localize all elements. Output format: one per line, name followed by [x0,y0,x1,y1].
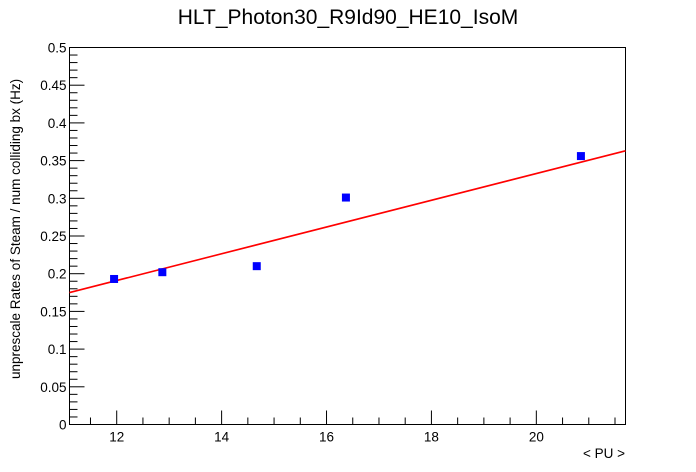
data-point [252,262,261,271]
y-tick-label: 0.5 [48,41,67,56]
y-tick-label: 0.2 [48,267,67,282]
x-tick-label: 18 [424,430,439,445]
data-point [158,268,167,277]
y-tick-label: 0.1 [48,342,67,357]
y-tick-label: 0.45 [40,78,66,93]
y-tick-label: 0.15 [40,304,66,319]
axis-ticks [69,47,616,425]
data-point [110,274,119,283]
y-tick-label: 0 [59,418,67,433]
y-tick-label: 0.05 [40,380,66,395]
x-tick-label: 14 [214,430,230,445]
y-tick-label: 0.4 [48,116,67,131]
chart-title: HLT_Photon30_R9Id90_HE10_IsoM [178,6,519,29]
fit-line-group [69,150,626,294]
x-tick-label: 16 [319,430,334,445]
x-tick-label: 12 [109,430,124,445]
data-point [341,193,350,202]
x-axis-title: < PU > [583,446,625,461]
y-tick-label: 0.25 [40,229,66,244]
y-axis-title: unprescale Rates of Steam / num collidin… [8,79,23,379]
plot-frame [69,47,626,425]
tick-labels: 0 0.05 0.1 0.15 0.2 0.25 0.3 0.35 0.4 0.45 0.5 12 14… [40,41,544,445]
data-points [110,152,585,283]
y-tick-label: 0.35 [40,154,66,169]
data-point [576,152,585,161]
x-tick-label: 20 [529,430,544,445]
fit-line [69,150,626,294]
y-tick-label: 0.3 [48,191,67,206]
